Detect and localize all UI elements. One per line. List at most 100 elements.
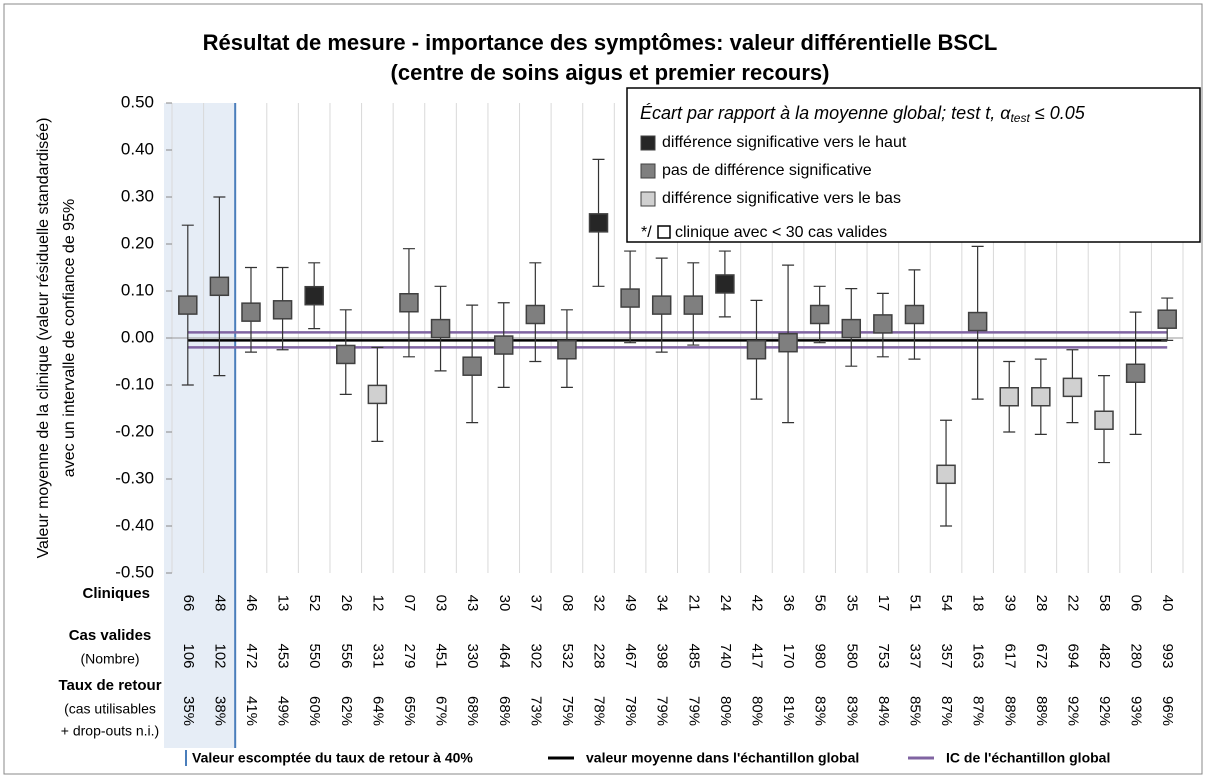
y-tick-label: 0.40 [121,139,154,158]
clinic-label: 58 [1096,595,1113,612]
cases-label: 280 [1128,643,1145,668]
y-tick-label: 0.50 [121,92,154,111]
cases-label: 163 [970,643,987,668]
cases-label: 740 [717,643,734,668]
clinic-label: 51 [906,595,923,612]
clinic-label: 22 [1064,595,1081,612]
legend-label: différence significative vers le haut [662,134,907,151]
clinic-label: 17 [875,595,892,612]
point [336,344,356,365]
clinic-label: 66 [180,595,197,612]
point [841,318,862,339]
legend-box [626,87,1201,243]
point [399,293,419,313]
y-axis-title: Valeur moyenne de la clinique (valeur ré… [35,118,52,559]
row-header: (Nombre) [80,651,139,667]
clinic-label: 40 [1159,595,1176,612]
cases-label: 102 [211,643,228,668]
clinic-label: 54 [938,595,955,612]
clinic-label: 06 [1128,595,1145,612]
y-tick-label: 0.00 [121,327,154,346]
cases-label: 980 [812,643,829,668]
clinic-label: 32 [591,595,608,612]
clinic-label: 07 [401,595,418,612]
rate-label: 85% [906,696,923,726]
rate-label: 80% [749,696,766,726]
clinic-label: 56 [812,595,829,612]
point [873,314,893,334]
legend-title-part: test [1010,111,1030,125]
clinic-label: 28 [1033,595,1050,612]
rate-label: 92% [1064,696,1081,726]
cases-label: 993 [1159,643,1176,668]
rate-label: 67% [433,696,450,726]
y-axis-title: avec un intervalle de confiance de 95% [61,199,78,477]
point [1094,410,1114,430]
rate-label: 84% [875,696,892,726]
rate-label: 75% [559,696,576,726]
rate-label: 87% [938,696,955,726]
y-tick-label: 0.30 [121,186,154,205]
point [651,295,672,315]
legend-label: pas de différence significative [662,162,872,179]
clinic-label: 18 [970,595,987,612]
rate-label: 68% [464,696,481,726]
rate-label: 68% [496,696,513,726]
clinic-label: 13 [275,595,292,612]
clinic-label: 49 [622,595,639,612]
clinic-label: 26 [338,595,355,612]
legend-label: Valeur escomptée du taux de retour à 40% [192,750,473,766]
row-header: Cliniques [82,585,150,602]
point [620,288,640,308]
point [1062,377,1083,398]
legend-label: différence significative vers le bas [662,190,901,207]
point [241,302,261,322]
clinic-label: 42 [749,595,766,612]
cases-label: 170 [780,643,797,668]
point [936,464,956,485]
cases-label: 556 [338,643,355,668]
y-tick-label: -0.40 [115,515,154,534]
rate-label: 49% [275,696,292,726]
rate-label: 78% [622,696,639,726]
cases-label: 417 [749,643,766,668]
cases-label: 485 [685,643,702,668]
legend: Écart par rapport à la moyenne global; t… [626,87,1201,243]
clinic-label: 35 [843,595,860,612]
clinic-label: 24 [717,595,734,612]
clinic-label: 08 [559,595,576,612]
point [904,304,925,325]
point [178,295,198,315]
rate-label: 93% [1128,696,1145,726]
row-header: Cas valides [69,627,152,644]
point [304,285,324,306]
y-tick-label: -0.10 [115,374,154,393]
cases-label: 467 [622,643,639,668]
cases-label: 357 [938,643,955,668]
clinic-label: 36 [780,595,797,612]
rate-label: 62% [338,696,355,726]
chart-title: (centre de soins aigus et premier recour… [391,60,830,85]
legend-label: valeur moyenne dans l'échantillon global [586,750,859,766]
rate-label: 83% [812,696,829,726]
clinic-label: 43 [464,595,481,612]
row-header: (cas utilisables [64,701,156,717]
rate-label: 83% [843,696,860,726]
point [525,304,546,325]
point [209,276,230,297]
cases-label: 753 [875,643,892,668]
rate-label: 78% [591,696,608,726]
clinic-label: 30 [496,595,513,612]
cases-label: 330 [464,643,481,668]
point [557,340,577,360]
clinic-label: 21 [685,595,702,612]
cases-label: 472 [243,643,260,668]
legend-title-part: ≤ 0.05 [1030,103,1086,123]
rate-label: 65% [401,696,418,726]
cases-label: 532 [559,643,576,668]
cases-label: 580 [843,643,860,668]
clinic-label: 12 [369,595,386,612]
cases-label: 464 [496,643,513,668]
point [1157,309,1177,329]
